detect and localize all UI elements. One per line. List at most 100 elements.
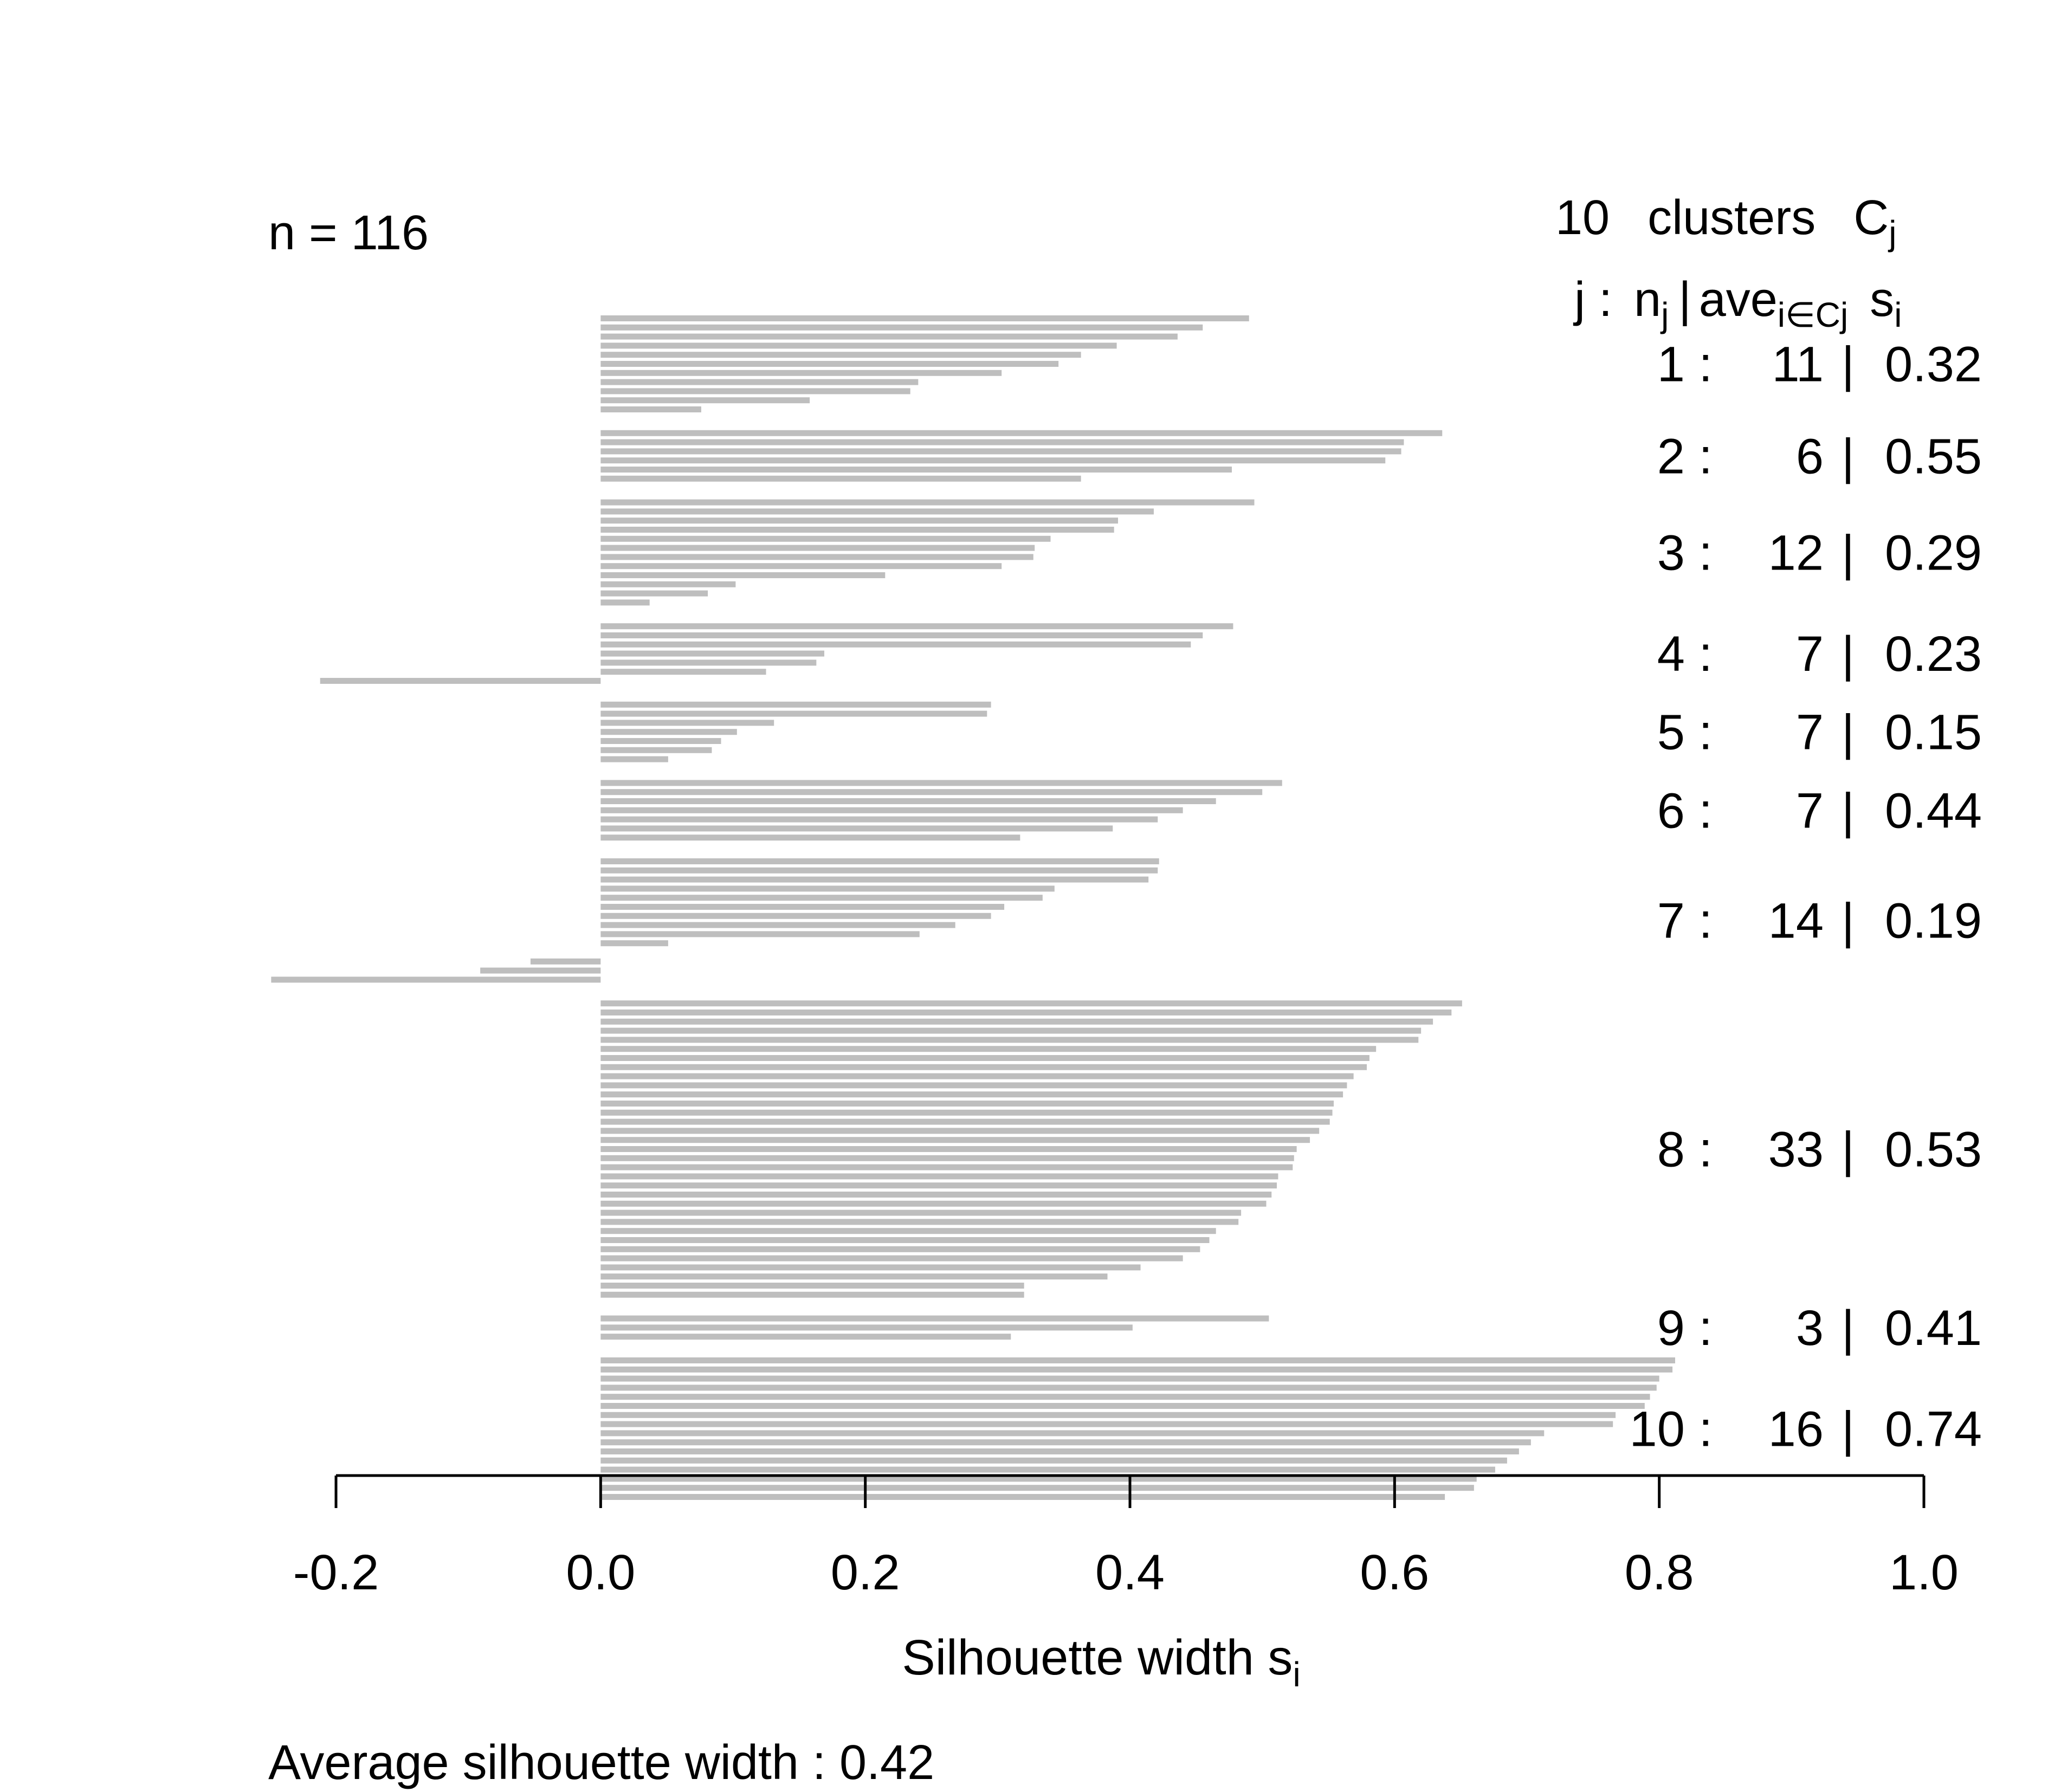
c-symbol: C [1853,191,1889,245]
bars-group [271,315,1675,1500]
bar-cluster-1-1 [600,315,1249,321]
header-line-1: 10 clusters Cj [1555,191,1896,253]
bar-cluster-8-21 [600,1182,1277,1189]
bar-cluster-7-10 [600,940,668,947]
cluster-5-label: 5 : [1657,705,1713,760]
bar-cluster-3-7 [600,554,1033,560]
header-line-2: j : nj | avei∈Cj si [1573,273,1902,334]
bar-cluster-8-3 [600,1018,1433,1025]
bar-cluster-9-2 [600,1324,1133,1331]
cluster-3-avg: 0.29 [1885,526,1982,581]
cluster-5-size: 7 [1796,705,1824,760]
cluster-7-avg: 0.19 [1885,894,1982,949]
n-symbol: n [1634,273,1661,327]
bar-cluster-6-1 [600,780,1282,786]
x-tick-label-6: 0.8 [1625,1545,1694,1600]
bar-cluster-8-23 [600,1200,1267,1207]
s-subscript: i [1894,295,1902,334]
cluster-8-label: 8 : [1657,1122,1713,1178]
bar-cluster-7-12 [530,958,601,965]
bar-cluster-1-2 [600,324,1203,331]
bar-cluster-1-3 [600,333,1178,340]
bar-cluster-8-19 [600,1164,1293,1170]
cluster-7-sep: | [1842,894,1855,949]
cluster-2-sep: | [1842,429,1855,484]
bar-cluster-4-5 [600,659,817,666]
bar-cluster-7-3 [600,876,1149,883]
bar-cluster-10-8 [600,1421,1613,1427]
cluster-10-sep: | [1842,1402,1855,1457]
cluster-3-size: 12 [1768,526,1824,581]
bar-cluster-8-11 [600,1091,1343,1098]
cluster-10-avg: 0.74 [1885,1402,1982,1457]
bar-cluster-7-8 [600,922,955,928]
x-axis-title: Silhouette width si [902,1630,1300,1694]
n-label: n = 116 [268,206,429,260]
bar-cluster-6-5 [600,816,1158,823]
cluster-3-sep: | [1842,526,1855,581]
bar-cluster-8-13 [600,1109,1333,1116]
bar-cluster-8-18 [600,1155,1294,1161]
bar-cluster-8-28 [600,1246,1200,1252]
bar-cluster-8-29 [600,1255,1183,1261]
cluster-label-5: 5 : 7 | 0.15 [1657,705,1982,760]
cluster-label-3: 3 : 12 | 0.29 [1657,526,1982,581]
bar-cluster-8-14 [600,1118,1330,1125]
bar-cluster-1-10 [600,397,810,404]
bar-cluster-8-6 [600,1046,1377,1052]
cluster-6-sep: | [1842,783,1855,838]
bar-cluster-5-7 [600,756,668,762]
bar-cluster-1-8 [600,379,919,385]
bar-cluster-7-5 [600,895,1043,901]
bar-cluster-8-12 [600,1101,1334,1107]
cluster-4-sep: | [1842,626,1855,682]
bar-cluster-8-1 [600,1000,1462,1007]
cluster-6-avg: 0.44 [1885,783,1982,838]
bar-cluster-8-25 [600,1219,1239,1225]
cluster-1-size: 11 [1772,337,1824,392]
bar-cluster-3-12 [600,599,650,606]
x-axis: -0.2 0.0 0.2 0.4 0.6 0.8 1.0 [293,1474,1959,1600]
bar-cluster-4-1 [600,623,1233,630]
bar-cluster-2-1 [600,430,1443,436]
cluster-label-6: 6 : 7 | 0.44 [1657,783,1982,838]
cluster-4-label: 4 : [1657,626,1713,682]
bar-cluster-8-30 [600,1264,1141,1271]
cluster-8-sep: | [1842,1122,1855,1178]
bar-cluster-2-2 [600,439,1404,445]
bar-cluster-5-2 [600,710,987,717]
cluster-1-sep: | [1842,337,1855,392]
cluster-label-10: 10 : 16 | 0.74 [1630,1402,1982,1457]
bar-cluster-3-6 [600,545,1035,551]
bar-cluster-10-11 [600,1448,1519,1454]
cluster-8-avg: 0.53 [1885,1122,1982,1178]
cluster-5-sep: | [1842,705,1855,760]
bar-cluster-8-31 [600,1273,1108,1280]
bar-cluster-4-6 [600,669,766,675]
bar-cluster-8-20 [600,1173,1278,1180]
cluster-5-avg: 0.15 [1885,705,1982,760]
bar-cluster-3-9 [600,572,886,578]
bar-cluster-7-4 [600,885,1055,892]
cluster-label-8: 8 : 33 | 0.53 [1657,1122,1982,1178]
bar-cluster-10-9 [600,1430,1545,1437]
bar-cluster-6-4 [600,807,1183,813]
bar-cluster-3-4 [600,527,1114,533]
bar-cluster-8-10 [600,1082,1347,1089]
cluster-1-avg: 0.32 [1885,337,1982,392]
s-symbol: s [1870,273,1894,327]
bar-cluster-8-22 [600,1192,1272,1198]
bar-cluster-8-26 [600,1228,1216,1234]
bar-cluster-8-15 [600,1128,1320,1134]
bar-cluster-8-9 [600,1073,1354,1079]
bar-cluster-10-15 [600,1485,1474,1491]
bar-cluster-1-4 [600,342,1117,349]
bar-cluster-1-9 [600,388,910,394]
j-colon: j : [1573,273,1612,327]
bar-cluster-7-7 [600,913,991,919]
cluster-3-label: 3 : [1657,526,1713,581]
cluster-label-9: 9 : 3 | 0.41 [1657,1301,1982,1356]
cluster-4-size: 7 [1796,626,1824,682]
bar-cluster-6-3 [600,798,1216,804]
bar-cluster-10-4 [600,1385,1657,1391]
